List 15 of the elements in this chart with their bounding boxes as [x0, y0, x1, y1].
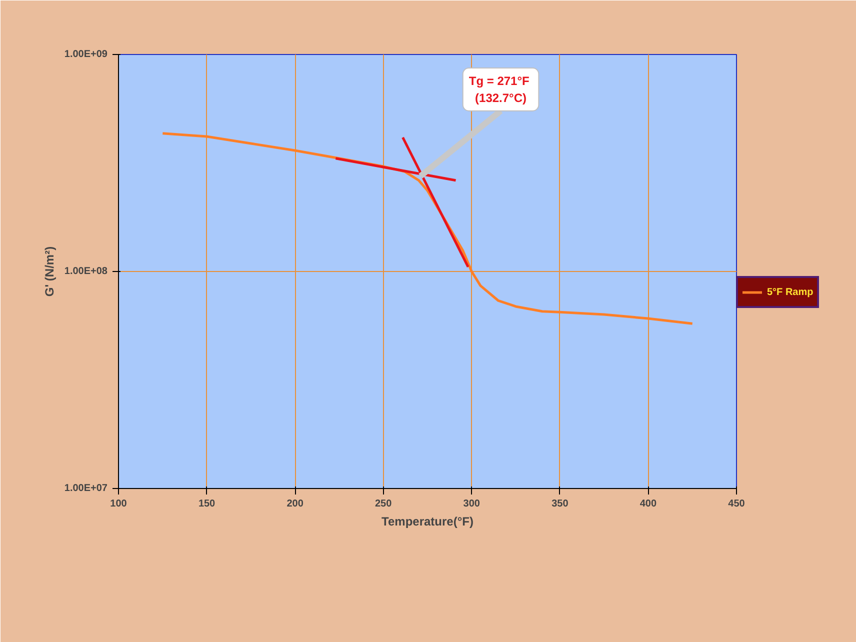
y-axis-title: G' (N/m²): [42, 246, 56, 297]
x-tick-label: 400: [640, 498, 657, 510]
x-tick-label: 150: [198, 498, 216, 510]
legend-label: 5°F Ramp: [767, 286, 814, 298]
y-tick-label: 1.00E+09: [64, 49, 108, 60]
x-axis-title: Temperature(°F): [382, 514, 474, 528]
x-tick-label: 450: [728, 498, 746, 510]
x-tick-label: 300: [463, 498, 480, 510]
y-tick-label: 1.00E+08: [64, 266, 108, 277]
x-tick-label: 100: [110, 498, 128, 510]
x-tick-label: 350: [552, 498, 569, 510]
x-tick-label: 250: [375, 498, 392, 510]
annotation: Tg = 271°F (132.7°C): [468, 74, 530, 105]
x-tick-label: 200: [286, 498, 304, 510]
y-tick-label: 1.00E+07: [64, 483, 108, 494]
